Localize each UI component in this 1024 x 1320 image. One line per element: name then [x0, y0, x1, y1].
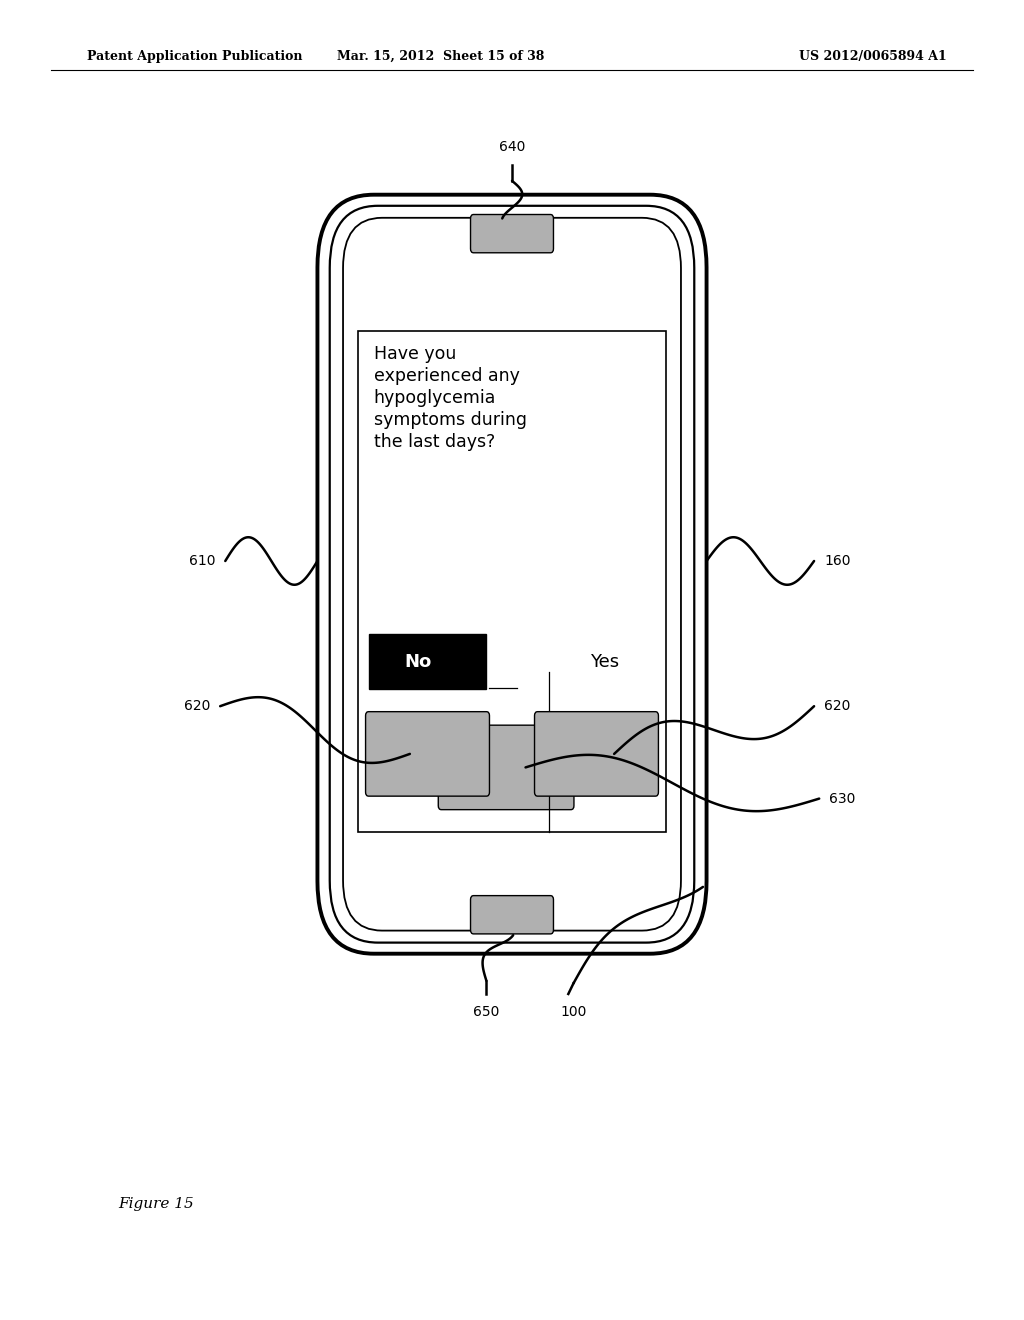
Text: No: No — [404, 653, 432, 671]
FancyBboxPatch shape — [366, 711, 489, 796]
Text: Mar. 15, 2012  Sheet 15 of 38: Mar. 15, 2012 Sheet 15 of 38 — [337, 50, 544, 63]
Text: 100: 100 — [560, 1005, 587, 1019]
Text: Have you
experienced any
hypoglycemia
symptoms during
the last days?: Have you experienced any hypoglycemia sy… — [374, 345, 526, 451]
FancyBboxPatch shape — [438, 725, 573, 809]
Text: 640: 640 — [499, 140, 525, 154]
Text: Figure 15: Figure 15 — [118, 1197, 194, 1210]
Text: Yes: Yes — [590, 653, 618, 671]
FancyBboxPatch shape — [343, 218, 681, 931]
Bar — [358, 331, 666, 833]
FancyBboxPatch shape — [535, 711, 658, 796]
Text: 610: 610 — [188, 554, 215, 568]
FancyBboxPatch shape — [471, 215, 553, 253]
Text: Patent Application Publication: Patent Application Publication — [87, 50, 302, 63]
Bar — [369, 634, 486, 689]
Text: 630: 630 — [829, 792, 856, 805]
Text: 620: 620 — [824, 700, 851, 713]
Text: 650: 650 — [473, 1005, 500, 1019]
FancyBboxPatch shape — [471, 895, 553, 935]
FancyBboxPatch shape — [330, 206, 694, 942]
Text: 620: 620 — [183, 700, 210, 713]
FancyBboxPatch shape — [317, 195, 707, 953]
Text: 160: 160 — [824, 554, 851, 568]
Text: US 2012/0065894 A1: US 2012/0065894 A1 — [799, 50, 946, 63]
